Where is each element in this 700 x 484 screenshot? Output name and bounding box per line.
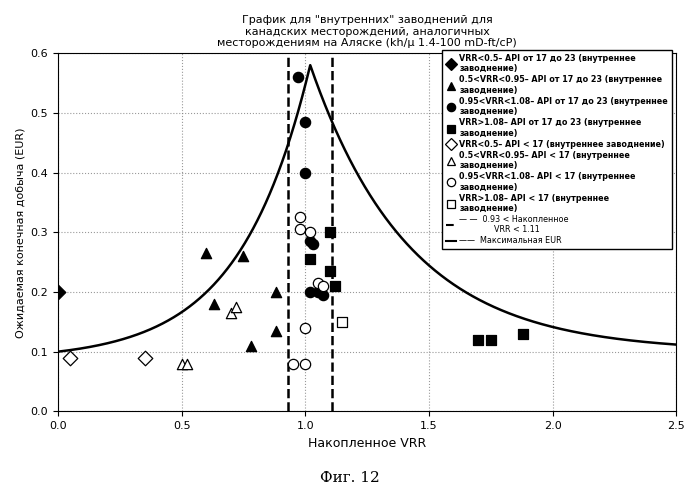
Point [270,327,281,334]
Point [317,291,328,299]
Point [52,288,64,296]
Point [292,73,303,81]
Point [225,309,237,317]
Point [238,252,249,260]
Point [300,324,311,332]
Point [307,241,318,248]
Point [245,342,256,349]
Point [176,360,187,367]
Y-axis label: Ожидаемая конечная добыча (EUR): Ожидаемая конечная добыча (EUR) [15,127,25,337]
Point [329,282,340,290]
Point [312,279,323,287]
Point [485,336,496,344]
Text: Фиг. 12: Фиг. 12 [320,470,380,484]
X-axis label: Накопленное VRR: Накопленное VRR [308,437,426,450]
Point [324,267,335,275]
Point [65,354,76,362]
Point [304,237,316,245]
Point [324,228,335,236]
Point [139,354,150,362]
Point [300,118,311,126]
Title: График для "внутренних" заводнений для
канадских месторождений, аналогичных
мест: График для "внутренних" заводнений для к… [217,15,517,48]
Point [304,288,316,296]
Point [312,288,323,296]
Point [337,318,348,326]
Point [300,360,311,367]
Point [300,169,311,177]
Point [270,288,281,296]
Point [181,360,193,367]
Point [287,360,298,367]
Point [295,226,306,233]
Point [517,330,528,338]
Legend: VRR<0.5– API от 17 до 23 (внутреннее
заводнение), 0.5<VRR<0.95– API от 17 до 23 : VRR<0.5– API от 17 до 23 (внутреннее зав… [442,50,672,249]
Point [473,336,484,344]
Point [201,249,212,257]
Point [304,228,316,236]
Point [208,300,219,308]
Point [295,213,306,221]
Point [304,255,316,263]
Point [230,303,241,311]
Point [317,282,328,290]
